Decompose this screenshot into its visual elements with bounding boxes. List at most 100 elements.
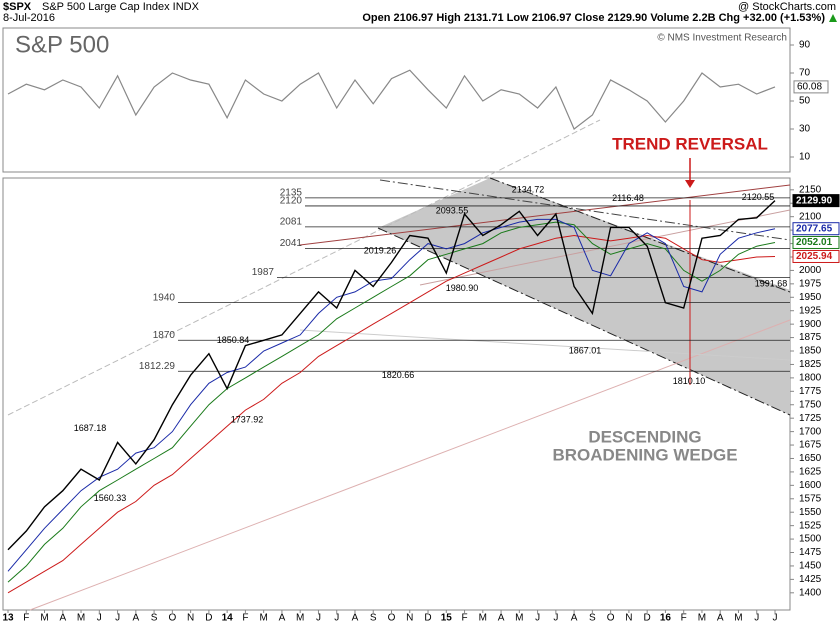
y-tick-label: 1675 <box>799 440 822 451</box>
x-tick-label: S <box>589 613 596 624</box>
x-tick-label: F <box>681 613 687 624</box>
price-annotation: 1991.68 <box>755 278 788 288</box>
y-tick-label: 1925 <box>799 305 822 316</box>
moving-average <box>7 234 776 594</box>
price-annotation: 1867.01 <box>569 345 602 355</box>
x-tick-label: D <box>644 613 651 624</box>
level-label: 1940 <box>153 292 176 303</box>
last-value-label: 60.08 <box>797 82 822 93</box>
date: 8-Jul-2016 <box>3 12 55 24</box>
y-tick-label: 30 <box>799 124 811 135</box>
level-label: 2120 <box>280 196 303 207</box>
x-tick-label: 14 <box>222 613 234 624</box>
price-annotation: 1810.10 <box>673 376 706 386</box>
y-tick-label: 1825 <box>799 359 822 370</box>
y-tick-label: 2000 <box>799 265 822 276</box>
y-tick-label: 1475 <box>799 547 822 558</box>
x-tick-label: M <box>259 613 267 624</box>
last-value-label: 2129.90 <box>796 195 833 206</box>
x-tick-label: M <box>698 613 706 624</box>
symbol: $SPX <box>3 1 32 13</box>
credit: © NMS Investment Research <box>657 33 787 44</box>
y-tick-label: 1500 <box>799 534 822 545</box>
x-tick-label: J <box>754 613 759 624</box>
pattern-label: BROADENING WEDGE <box>552 445 737 464</box>
x-tick-label: F <box>23 613 29 624</box>
instrument-name: S&P 500 Large Cap Index INDX <box>42 1 200 13</box>
level-label: 2041 <box>280 238 303 249</box>
y-tick-label: 1600 <box>799 480 822 491</box>
x-tick-label: N <box>187 613 194 624</box>
up-arrow <box>829 14 837 22</box>
level-label: 2081 <box>280 217 303 228</box>
x-tick-label: S <box>370 613 377 624</box>
x-tick-label: 16 <box>660 613 672 624</box>
price-annotation: 1560.33 <box>94 493 127 503</box>
x-tick-label: A <box>132 613 139 624</box>
price-annotation: 1820.66 <box>382 370 415 380</box>
rsi-panel <box>2 27 791 173</box>
moving-average <box>7 221 776 583</box>
x-tick-label: N <box>625 613 632 624</box>
price-annotation: 1737.92 <box>231 415 264 425</box>
y-tick-label: 90 <box>799 40 811 51</box>
x-tick-label: M <box>296 613 304 624</box>
y-tick-label: 10 <box>799 152 811 163</box>
x-tick-label: A <box>498 613 505 624</box>
moving-average <box>7 218 776 572</box>
trend-lines <box>7 119 791 611</box>
x-tick-label: F <box>242 613 248 624</box>
last-value-box <box>792 194 840 208</box>
x-tick-label: O <box>168 613 176 624</box>
x-tick-label: 13 <box>2 613 14 624</box>
x-tick-label: D <box>424 613 431 624</box>
x-tick-label: A <box>717 613 724 624</box>
callout: TREND REVERSAL <box>612 134 768 153</box>
x-tick-label: J <box>773 613 778 624</box>
x-tick-label: M <box>40 613 48 624</box>
last-value-box <box>792 235 840 249</box>
price-panel <box>2 177 791 611</box>
x-tick-label: A <box>59 613 66 624</box>
quote: Open 2106.97 High 2131.71 Low 2106.97 Cl… <box>362 12 825 24</box>
y-tick-label: 1725 <box>799 413 822 424</box>
y-tick-label: 1875 <box>799 332 822 343</box>
y-tick-label: 1850 <box>799 346 822 357</box>
price-annotation: 1980.90 <box>446 283 479 293</box>
chart-title: S&P 500 <box>15 31 109 58</box>
last-value-label: 2077.65 <box>796 223 833 234</box>
x-tick-label: J <box>115 613 120 624</box>
x-tick-label: M <box>479 613 487 624</box>
last-value-box <box>792 222 840 236</box>
y-tick-label: 1700 <box>799 426 822 437</box>
x-tick-label: M <box>734 613 742 624</box>
y-tick-label: 1400 <box>799 587 822 598</box>
x-tick-label: A <box>279 613 286 624</box>
level-label: 1987 <box>252 267 275 278</box>
x-tick-label: J <box>316 613 321 624</box>
x-tick-label: M <box>77 613 85 624</box>
y-tick-label: 70 <box>799 68 811 79</box>
wedge <box>378 178 790 415</box>
last-value-box <box>793 80 829 94</box>
rsi-line <box>7 69 776 130</box>
x-tick-label: J <box>334 613 339 624</box>
y-tick-label: 1550 <box>799 507 822 518</box>
y-tick-label: 1900 <box>799 319 822 330</box>
reversal-arrowhead <box>685 180 695 188</box>
pattern-label: DESCENDING <box>588 427 701 446</box>
y-tick-label: 1800 <box>799 373 822 384</box>
x-tick-label: J <box>97 613 102 624</box>
price-annotation: 2120.55 <box>742 192 775 202</box>
last-value-label: 2025.94 <box>796 251 833 262</box>
y-tick-label: 2100 <box>799 211 822 222</box>
y-tick-label: 1650 <box>799 453 822 464</box>
x-tick-label: O <box>388 613 396 624</box>
price-annotation: 1687.18 <box>74 423 107 433</box>
last-value-box <box>792 249 840 263</box>
source: @ StockCharts.com <box>738 1 836 13</box>
price-annotation: 2116.48 <box>612 193 644 203</box>
y-tick-label: 1525 <box>799 520 822 531</box>
price-annotation: 2019.26 <box>364 245 397 255</box>
